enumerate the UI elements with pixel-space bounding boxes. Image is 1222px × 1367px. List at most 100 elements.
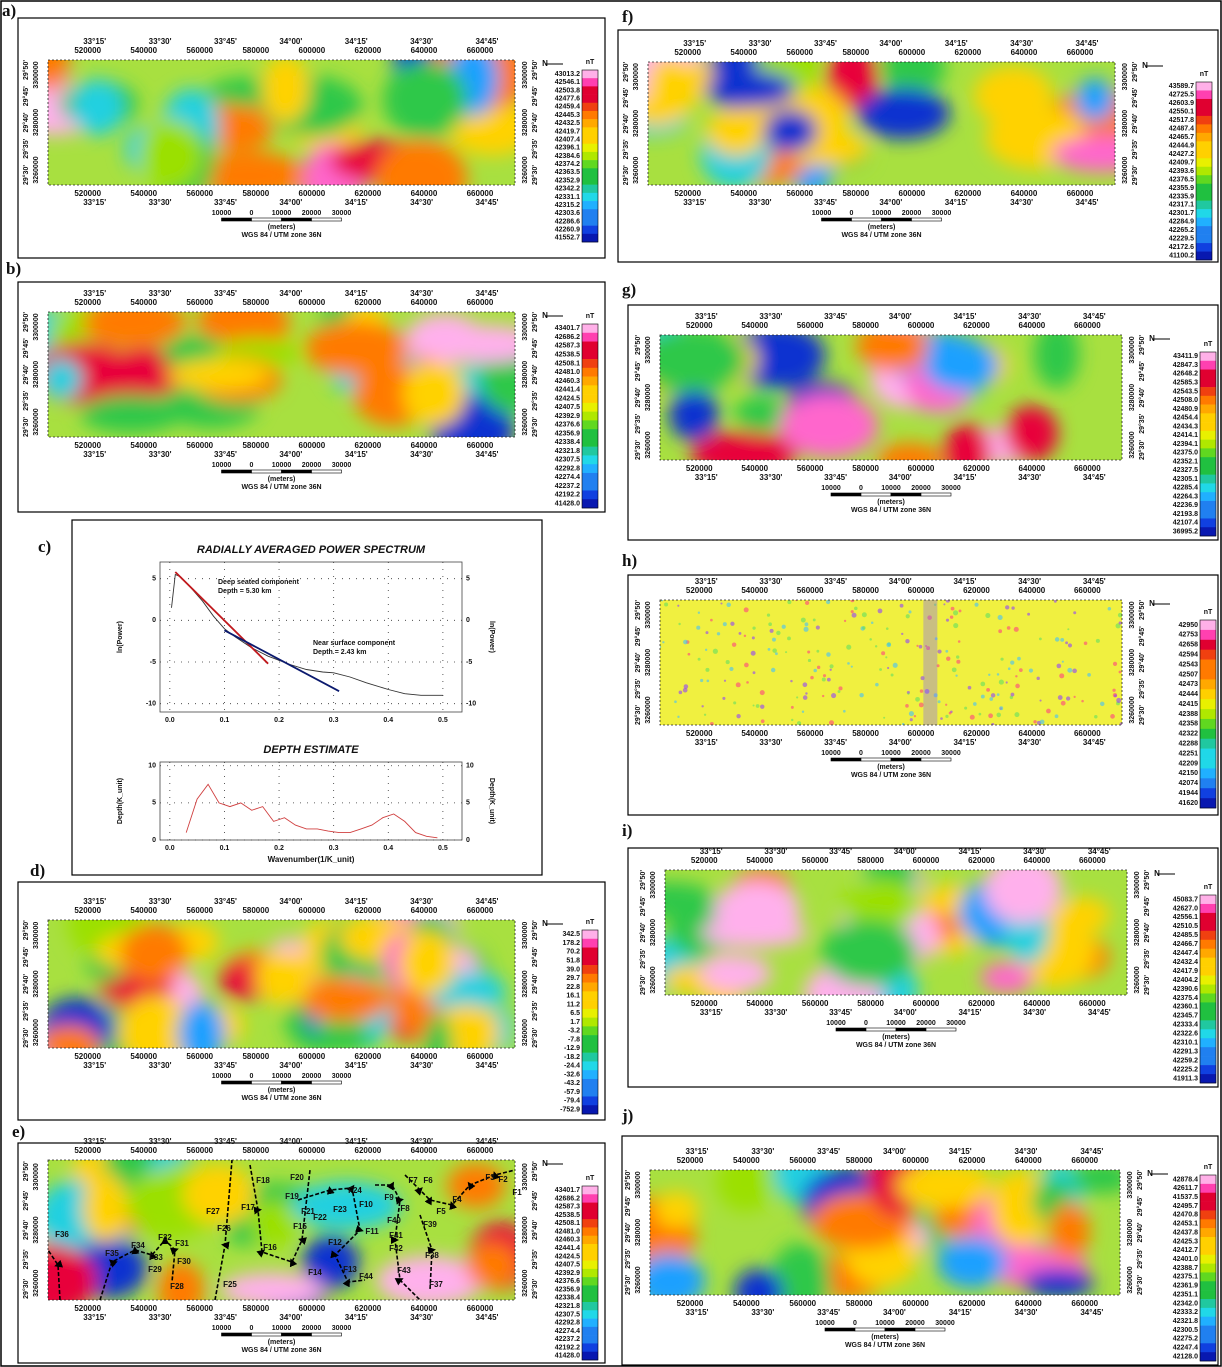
map-speckle <box>826 652 831 657</box>
map-speckle <box>937 649 942 654</box>
colorbar-label: 42384.6 <box>555 153 580 160</box>
easting-label: 620000 <box>355 1304 382 1313</box>
colorbar-label: 42503.8 <box>555 87 580 94</box>
colorbar-swatch <box>1200 718 1216 730</box>
colorbar-label: 43411.9 <box>1173 353 1198 360</box>
colorbar-swatch <box>1196 124 1212 134</box>
colorbar-swatch <box>582 1277 598 1286</box>
map-speckle <box>1011 606 1015 610</box>
longitude-label: 33°45' <box>214 450 237 459</box>
easting-label: 600000 <box>299 906 326 915</box>
colorbar-label: 42393.6 <box>1169 168 1194 175</box>
map-blobs <box>650 1170 1120 1295</box>
scale-tick-label: 0 <box>850 210 854 217</box>
map-blob <box>654 1191 699 1229</box>
fault-label: F9 <box>384 1193 394 1202</box>
northing-label: 3260000 <box>1127 1266 1134 1293</box>
colorbar-swatch <box>582 86 598 95</box>
map-speckle <box>915 696 920 702</box>
map-speckle <box>662 641 665 644</box>
map-speckle <box>933 603 937 606</box>
map-blob <box>48 1025 101 1048</box>
map-blob <box>663 62 717 102</box>
colorbar-swatch <box>1200 1210 1216 1220</box>
colorbar-swatch <box>1200 378 1216 388</box>
longitude-label: 33°45' <box>214 1137 237 1146</box>
easting-label: 620000 <box>959 1299 986 1308</box>
colorbar-label: 42415 <box>1179 701 1199 708</box>
easting-label: 560000 <box>186 189 213 198</box>
colorbar-label: 42310.1 <box>1173 1040 1198 1047</box>
colorbar-swatch <box>1200 413 1216 423</box>
colorbar-label: 43589.7 <box>1169 83 1194 90</box>
map-frame <box>664 869 1128 996</box>
scale-tick-label: 10000 <box>812 210 832 217</box>
latitude-label: 29°50' <box>634 600 642 620</box>
y-tick-label: 5 <box>466 800 470 807</box>
colorbar-unit: nT <box>1204 884 1213 891</box>
scale-unit: (meters) <box>882 1034 910 1041</box>
x-tick-label: 0.2 <box>274 717 284 724</box>
map-speckle <box>1014 712 1020 718</box>
map-speckle <box>945 714 949 718</box>
latitude-label: 29°45' <box>622 87 630 107</box>
colorbar-swatch <box>582 385 598 395</box>
colorbar-swatch <box>582 982 598 992</box>
easting-label: 580000 <box>242 906 269 915</box>
map-speckle <box>837 690 841 694</box>
colorbar-swatch <box>1200 527 1216 537</box>
latitude-label: 29°30' <box>1138 440 1146 460</box>
scale-tick-label: 30000 <box>946 1020 966 1027</box>
northing-label: 3260000 <box>1134 966 1141 993</box>
map-blob <box>262 60 310 123</box>
colorbar-unit: nT <box>1204 609 1213 616</box>
latitude-label: 29°50' <box>1143 870 1151 890</box>
longitude-label: 34°15' <box>945 198 968 207</box>
easting-label: 640000 <box>411 189 438 198</box>
colorbar-swatch <box>582 446 598 456</box>
scale-datum: WGS 84 / UTM zone 36N <box>856 1042 936 1049</box>
easting-label: 540000 <box>130 441 157 450</box>
map-blob <box>399 930 456 995</box>
easting-label: 600000 <box>902 1156 929 1165</box>
scale-tick-label: 20000 <box>911 750 931 757</box>
latitude-label: 29°30' <box>531 1278 539 1298</box>
map-speckle <box>901 632 904 636</box>
map-frame <box>47 59 516 186</box>
map-speckle <box>750 650 756 656</box>
colorbar-label: 6.5 <box>570 1010 580 1017</box>
colorbar-swatch <box>1200 518 1216 528</box>
map-speckle <box>822 674 827 678</box>
y-tick-label: 0 <box>152 617 156 624</box>
easting-label: 580000 <box>242 298 269 307</box>
map-frame <box>47 1159 516 1301</box>
colorbar-swatch <box>1200 798 1216 809</box>
map-speckle <box>978 712 982 716</box>
colorbar-swatch <box>1200 1011 1216 1021</box>
northing-label: 3260000 <box>1129 696 1136 723</box>
colorbar-frame <box>1199 351 1217 537</box>
colorbar-label: 42376.6 <box>555 1278 580 1285</box>
map-speckle <box>1119 722 1122 725</box>
easting-label: 640000 <box>1019 586 1046 595</box>
colorbar-swatch <box>1200 984 1216 994</box>
colorbar-swatch <box>1200 957 1216 967</box>
map-blob <box>1022 1269 1095 1295</box>
map-speckle <box>890 673 894 677</box>
map-blob <box>300 976 390 1023</box>
easting-label: 660000 <box>467 46 494 55</box>
colorbar-label: 39.0 <box>566 966 580 973</box>
map-speckle <box>996 712 1002 718</box>
scale-segment <box>251 1080 282 1085</box>
scale-segment <box>925 1027 957 1032</box>
easting-label: 640000 <box>1019 321 1046 330</box>
scale-segment <box>860 492 892 497</box>
colorbar-swatch <box>582 991 598 1001</box>
easting-label: 640000 <box>1019 729 1046 738</box>
scale-tick-label: 10000 <box>272 1073 292 1080</box>
map-speckle <box>851 612 857 618</box>
easting-label: 640000 <box>411 906 438 915</box>
longitude-label: 33°45' <box>817 1147 840 1156</box>
longitude-label: 33°30' <box>751 1147 774 1156</box>
colorbar-swatch <box>582 1194 598 1203</box>
